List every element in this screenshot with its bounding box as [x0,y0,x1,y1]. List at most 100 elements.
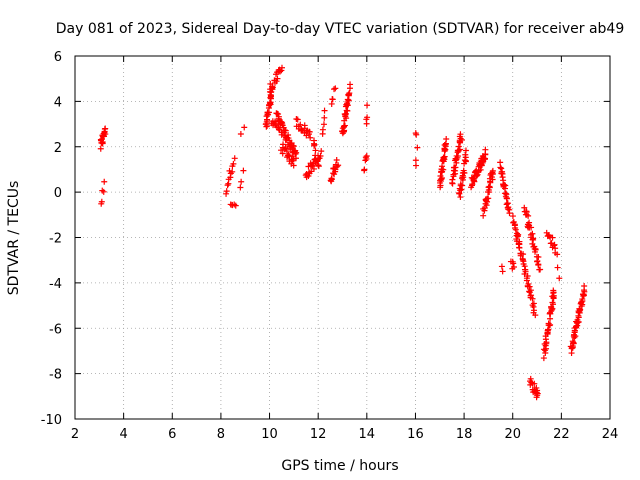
data-point [459,182,466,189]
data-point [461,157,468,164]
x-axis-label: GPS time / hours [281,458,398,474]
x-tick-label: 18 [456,427,473,442]
data-point [282,127,289,134]
data-point [438,175,445,182]
data-point [318,148,325,155]
data-point [468,184,475,191]
data-point [525,212,532,219]
data-point [320,121,327,128]
data-point [328,176,335,183]
data-point [347,81,354,88]
data-point [231,155,238,162]
data-point [489,171,496,178]
data-point [314,158,321,165]
data-point [97,145,104,152]
data-point [575,312,582,319]
data-point [317,152,324,159]
data-point [315,163,322,170]
data-point [312,147,319,154]
data-point [319,126,326,133]
data-point [532,312,539,319]
data-point [321,107,328,114]
data-point [489,176,496,183]
data-point [412,157,419,164]
data-point [570,340,577,347]
y-tick-label: -8 [49,368,62,383]
data-point [460,167,467,174]
data-point [283,148,290,155]
data-point [229,168,236,175]
data-point [572,333,579,340]
x-tick-label: 6 [168,427,176,442]
data-point [497,164,504,171]
data-point [290,143,297,150]
data-point [545,326,552,333]
y-tick-label: -2 [49,232,62,247]
y-tick-label: -6 [49,322,62,337]
x-tick-label: 14 [359,427,376,442]
data-point [531,380,538,387]
y-tick-label: 6 [54,50,62,65]
data-point [550,301,557,308]
data-point [329,96,336,103]
data-point [510,264,517,271]
data-point [456,146,463,153]
data-point [480,212,487,219]
data-point [550,289,557,296]
data-point [341,122,348,129]
x-tick-label: 8 [217,427,225,442]
data-point [577,306,584,313]
data-point [575,318,582,325]
data-point [522,268,529,275]
data-point [499,268,506,275]
x-tick-label: 10 [261,427,278,442]
data-point [311,141,318,148]
x-tick-label: 16 [407,427,424,442]
data-point [455,143,462,150]
data-point [530,235,537,242]
data-point [523,208,530,215]
x-tick-label: 4 [119,427,127,442]
data-point [530,300,537,307]
data-point [481,207,488,214]
data-point [581,282,588,289]
data-point [537,266,544,273]
data-point [305,172,312,179]
data-point [333,157,340,164]
data-point [413,131,420,138]
data-point [241,124,248,131]
x-tick-label: 12 [310,427,327,442]
data-point [294,116,301,123]
data-point [98,198,105,205]
data-point [516,241,523,248]
data-point [515,231,522,238]
data-point [498,263,505,270]
x-tick-label: 2 [71,427,79,442]
data-point [307,134,314,141]
data-point [458,186,465,193]
data-point [543,345,550,352]
data-point [449,179,456,186]
data-points [97,64,588,401]
data-point [547,315,554,322]
data-point [100,188,107,195]
data-point [362,154,369,161]
data-point [414,144,421,151]
data-point [224,182,231,189]
data-point [269,84,276,91]
data-point [274,75,281,82]
data-point [331,86,338,93]
data-point [506,210,513,217]
data-point [278,64,285,71]
data-point [578,303,585,310]
data-point [289,153,296,160]
data-point [364,102,371,109]
x-tick-label: 22 [553,427,570,442]
data-point [497,159,504,166]
data-point [269,85,276,92]
data-point [303,132,310,139]
data-point [499,170,506,177]
data-point [268,88,275,95]
x-tick-label: 24 [602,427,619,442]
